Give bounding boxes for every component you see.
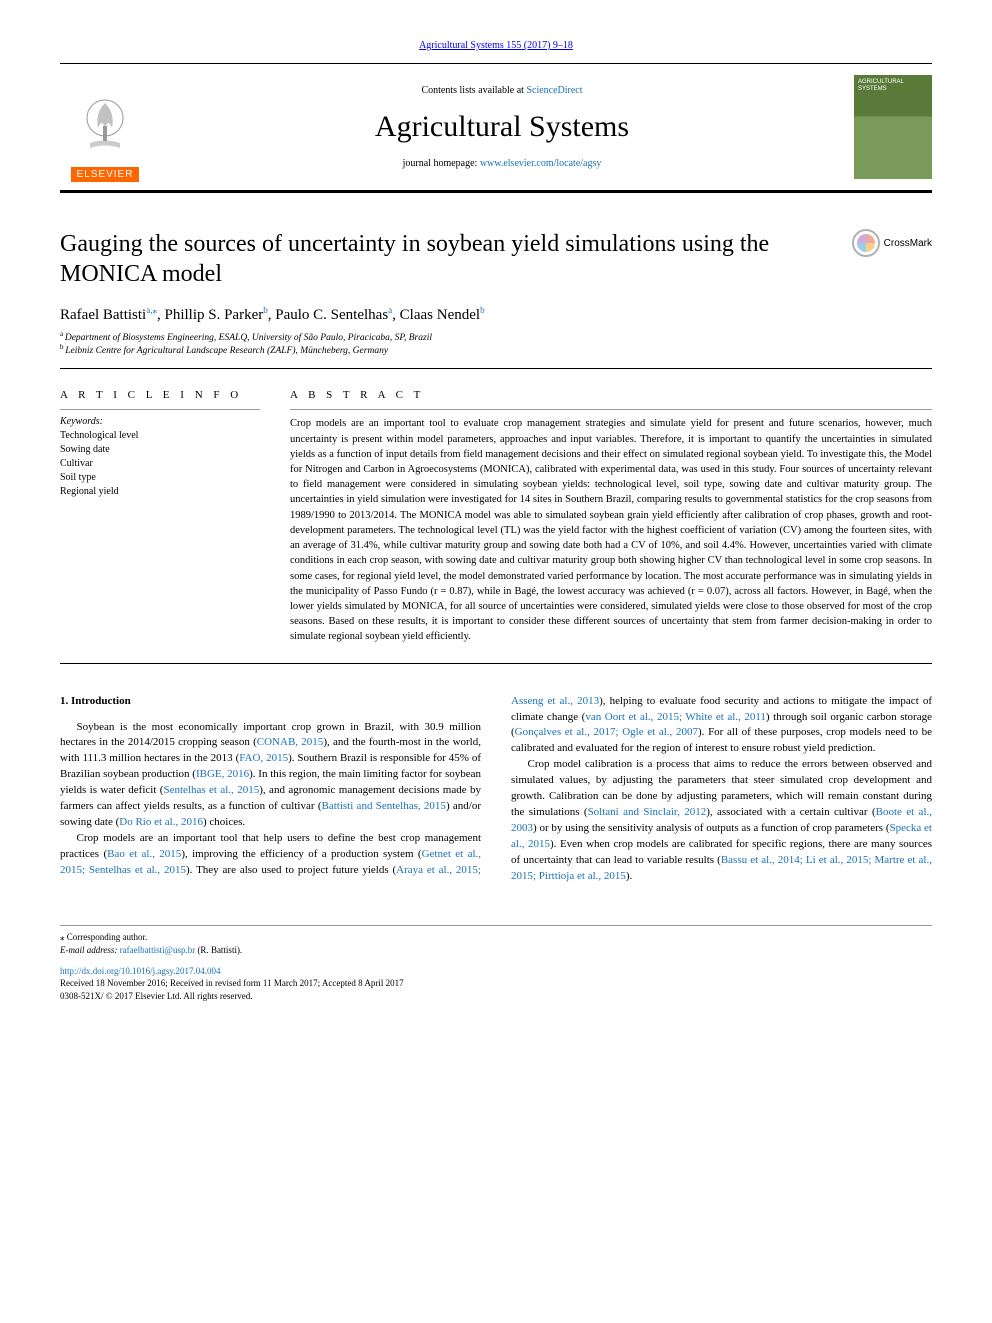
- cover-title: AGRICULTURAL SYSTEMS: [858, 79, 928, 92]
- author-affil-sup: b: [263, 305, 268, 315]
- body-paragraph: Crop model calibration is a process that…: [511, 757, 932, 885]
- keyword: Sowing date: [60, 443, 260, 457]
- author: Phillip S. Parkerb: [164, 307, 267, 323]
- crossmark-label: CrossMark: [884, 238, 932, 249]
- author: Claas Nendelb: [400, 307, 485, 323]
- homepage-prefix: journal homepage:: [403, 158, 480, 169]
- crossmark-badge[interactable]: CrossMark: [852, 229, 932, 257]
- corresponding-author: ⁎ Corresponding author.: [60, 932, 932, 943]
- keywords-label: Keywords:: [60, 416, 260, 427]
- keyword: Regional yield: [60, 485, 260, 499]
- citation-link[interactable]: Soltani and Sinclair, 2012: [588, 806, 707, 818]
- affiliation: b Leibniz Centre for Agricultural Landsc…: [60, 343, 932, 356]
- crossmark-icon: [852, 229, 880, 257]
- elsevier-wordmark: ELSEVIER: [71, 167, 140, 182]
- elsevier-logo[interactable]: ELSEVIER: [60, 72, 150, 182]
- body-paragraph: Soybean is the most economically importa…: [60, 720, 481, 832]
- article-info-header: A R T I C L E I N F O: [60, 389, 260, 401]
- keyword: Technological level: [60, 429, 260, 443]
- article-title: Gauging the sources of uncertainty in so…: [60, 229, 852, 289]
- journal-citation-link[interactable]: Agricultural Systems 155 (2017) 9–18: [419, 40, 573, 51]
- keywords-list: Technological levelSowing dateCultivarSo…: [60, 429, 260, 499]
- citation-link[interactable]: Do Rio et al., 2016: [119, 816, 203, 828]
- abstract-text: Crop models are an important tool to eva…: [290, 416, 932, 644]
- author-affil-sup: a,⁎: [146, 305, 157, 315]
- author: Rafael Battistia,⁎: [60, 307, 157, 323]
- citation-link[interactable]: et al., 2013: [548, 695, 600, 707]
- contents-line: Contents lists available at ScienceDirec…: [150, 85, 854, 96]
- homepage-link[interactable]: www.elsevier.com/locate/agsy: [480, 158, 602, 169]
- email-line: E-mail address: rafaelbattisti@usp.br (R…: [60, 945, 932, 955]
- citation-link[interactable]: IBGE, 2016: [196, 768, 249, 780]
- keyword: Cultivar: [60, 457, 260, 471]
- received-line: Received 18 November 2016; Received in r…: [60, 978, 404, 988]
- journal-cover-thumbnail[interactable]: AGRICULTURAL SYSTEMS: [854, 75, 932, 179]
- citation-link[interactable]: Battisti and Sentelhas, 2015: [321, 800, 445, 812]
- citation-link[interactable]: Gonçalves et al., 2017; Ogle et al., 200…: [515, 726, 698, 738]
- section-heading: 1. Introduction: [60, 694, 481, 710]
- citation-link[interactable]: van Oort et al., 2015; White et al., 201…: [585, 711, 766, 723]
- author: Paulo C. Sentelhasa: [275, 307, 392, 323]
- article-info-block: A R T I C L E I N F O Keywords: Technolo…: [60, 389, 260, 644]
- sciencedirect-link[interactable]: ScienceDirect: [526, 85, 582, 96]
- journal-name: Agricultural Systems: [150, 110, 854, 144]
- footer-block: ⁎ Corresponding author. E-mail address: …: [60, 925, 932, 1003]
- citation-link[interactable]: FAO, 2015: [239, 752, 288, 764]
- journal-citation: Agricultural Systems 155 (2017) 9–18: [60, 40, 932, 51]
- citation-link[interactable]: CONAB, 2015: [257, 736, 324, 748]
- elsevier-tree-icon: [70, 93, 140, 163]
- body-text: 1. Introduction Soybean is the most econ…: [60, 694, 932, 885]
- abstract-header: A B S T R A C T: [290, 389, 932, 401]
- author-affil-sup: b: [480, 305, 485, 315]
- author-list: Rafael Battistia,⁎, Phillip S. Parkerb, …: [60, 305, 932, 324]
- email-link[interactable]: rafaelbattisti@usp.br: [120, 945, 196, 955]
- affiliation-list: a Department of Biosystems Engineering, …: [60, 330, 932, 356]
- journal-header: ELSEVIER Contents lists available at Sci…: [60, 63, 932, 193]
- citation-link[interactable]: Bao et al., 2015: [107, 848, 181, 860]
- keyword: Soil type: [60, 471, 260, 485]
- citation-link[interactable]: Sentelhas et al., 2015: [163, 784, 259, 796]
- affiliation: a Department of Biosystems Engineering, …: [60, 330, 932, 343]
- homepage-line: journal homepage: www.elsevier.com/locat…: [150, 158, 854, 169]
- doi-link[interactable]: http://dx.doi.org/10.1016/j.agsy.2017.04…: [60, 966, 221, 976]
- contents-prefix: Contents lists available at: [421, 85, 526, 96]
- author-affil-sup: a: [388, 305, 392, 315]
- abstract-block: A B S T R A C T Crop models are an impor…: [290, 389, 932, 644]
- copyright-line: 0308-521X/ © 2017 Elsevier Ltd. All righ…: [60, 991, 253, 1001]
